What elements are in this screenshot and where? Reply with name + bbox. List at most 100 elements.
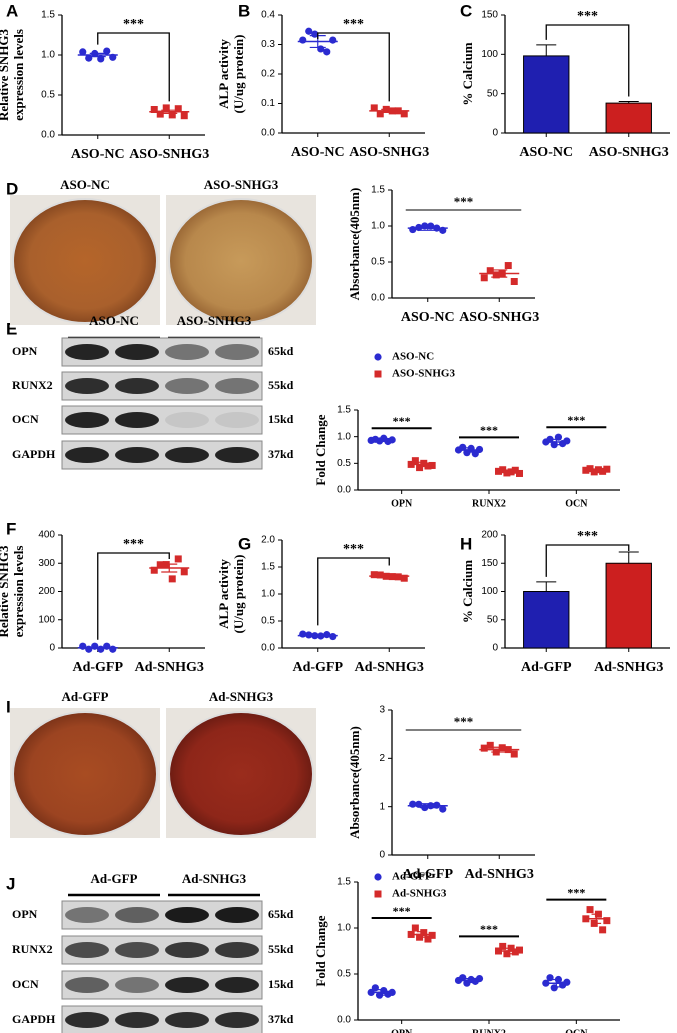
blot-band (215, 447, 259, 463)
y-tick-label: 100 (38, 614, 55, 625)
x-tick-label: RUNX2 (472, 498, 506, 509)
blot-band (65, 447, 109, 463)
legend-marker (374, 353, 382, 361)
panel-letter: F (6, 519, 16, 538)
data-point (563, 978, 571, 986)
significance-label: *** (480, 423, 498, 437)
data-point (168, 111, 176, 119)
data-point (599, 926, 607, 934)
significance-label: *** (454, 714, 474, 729)
data-point (546, 974, 554, 982)
data-point (504, 262, 512, 270)
y-tick-label: 0.5 (371, 257, 385, 268)
significance-label: *** (343, 17, 364, 32)
significance-label: *** (577, 529, 598, 544)
data-point (480, 274, 488, 282)
well-photo (12, 711, 158, 837)
significance-label: *** (480, 922, 498, 936)
blot-band (215, 344, 259, 360)
data-point (480, 744, 488, 752)
significance-label: *** (577, 9, 598, 24)
y-tick-label: 1.0 (261, 589, 275, 600)
size-label: 37kd (268, 1012, 294, 1026)
protein-label: GAPDH (12, 1012, 56, 1026)
size-label: 65kd (268, 907, 294, 921)
data-point (329, 632, 337, 641)
bar (523, 55, 570, 134)
y-axis-label: Relative SNHG3 (0, 28, 11, 121)
blot-band (215, 942, 259, 958)
blot-band (115, 977, 159, 993)
panel-letter: G (238, 534, 251, 553)
data-point (400, 574, 408, 582)
y-tick-label: 300 (38, 558, 55, 569)
blot-band (215, 412, 259, 428)
x-tick-label: Ad-SNHG3 (594, 660, 663, 675)
size-label: 15kd (268, 412, 294, 426)
data-point (599, 467, 607, 475)
y-tick-label: 0.5 (337, 458, 351, 469)
y-tick-label: 0.4 (261, 10, 275, 21)
data-point (586, 465, 594, 473)
protein-label: GAPDH (12, 447, 56, 461)
y-tick-label: 0 (49, 643, 55, 654)
x-tick-label: Ad-GFP (292, 660, 343, 675)
y-tick-label: 0.0 (41, 130, 55, 141)
blot-group-label: Ad-GFP (91, 871, 138, 886)
data-point (376, 110, 384, 118)
blot-band (165, 942, 209, 958)
data-point (168, 575, 176, 583)
data-point (459, 974, 467, 982)
blot-band (115, 942, 159, 958)
y-tick-label: 0.3 (261, 39, 275, 50)
y-axis-label: (U/ug protein) (231, 35, 246, 114)
x-tick-label: ASO-NC (401, 310, 455, 325)
significance-bracket (317, 32, 390, 102)
significance-label: *** (393, 904, 411, 918)
data-point (79, 48, 87, 56)
x-tick-label: Ad-SNHG3 (355, 660, 424, 675)
significance-bracket (97, 552, 170, 640)
data-point (411, 924, 419, 932)
y-tick-label: 2 (379, 753, 385, 764)
panel-letter: A (6, 1, 18, 20)
data-point (603, 917, 611, 925)
significance-label: *** (123, 537, 144, 552)
data-point (492, 271, 500, 279)
blot-band (165, 907, 209, 923)
y-axis-label: (U/ug protein) (231, 555, 246, 634)
y-tick-label: 50 (487, 614, 499, 625)
y-tick-label: 2.0 (261, 535, 275, 546)
photo-label: ASO-NC (60, 177, 110, 192)
data-point (156, 561, 164, 569)
data-point (424, 462, 432, 470)
blot-band (215, 1012, 259, 1028)
blot-band (115, 907, 159, 923)
data-point (371, 984, 379, 992)
y-tick-label: 1.5 (337, 877, 351, 888)
y-tick-label: 150 (481, 10, 498, 21)
x-tick-label: ASO-SNHG3 (129, 147, 209, 162)
data-point (586, 906, 594, 914)
y-axis-label: ALP activity (216, 559, 231, 629)
well-photo (168, 711, 314, 837)
panel-letter: J (6, 874, 15, 893)
data-point (156, 110, 164, 118)
protein-label: OPN (12, 344, 38, 358)
data-point (420, 459, 428, 467)
well-photo (168, 198, 314, 324)
data-point (180, 568, 188, 576)
x-tick-label: ASO-SNHG3 (459, 310, 539, 325)
data-point (411, 457, 419, 465)
data-point (420, 929, 428, 937)
data-point (416, 464, 424, 472)
x-tick-label: OCN (565, 498, 588, 509)
protein-label: OCN (12, 412, 39, 426)
data-point (439, 805, 447, 813)
panel-letter: E (6, 319, 17, 338)
y-tick-label: 100 (481, 586, 498, 597)
data-point (323, 48, 331, 56)
x-tick-label: Ad-SNHG3 (135, 660, 204, 675)
y-tick-label: 1.5 (337, 405, 351, 416)
